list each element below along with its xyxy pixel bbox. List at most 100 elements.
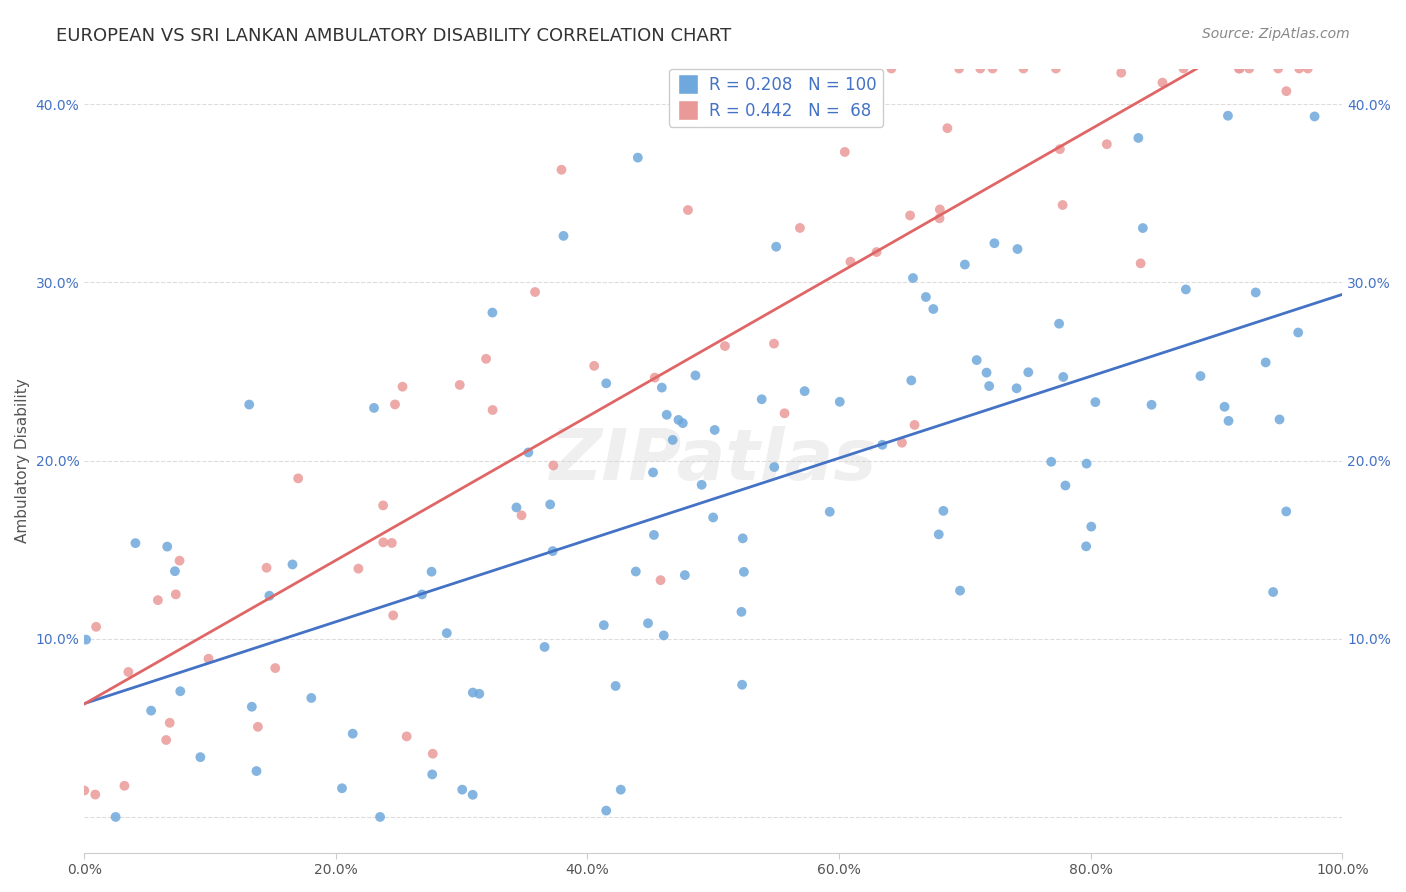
Europeans [668, 413, 690, 427]
Europeans [979, 379, 1001, 393]
Europeans [420, 767, 443, 781]
Sri Lankans [1227, 62, 1250, 76]
Europeans [1213, 400, 1236, 414]
Europeans [1303, 110, 1326, 124]
Sri Lankans [583, 359, 606, 373]
Sri Lankans [936, 121, 959, 136]
Europeans [818, 505, 841, 519]
Sri Lankans [1229, 62, 1251, 76]
Europeans [605, 679, 627, 693]
Europeans [661, 433, 683, 447]
Europeans [652, 628, 675, 642]
Europeans [420, 565, 443, 579]
Europeans [169, 684, 191, 698]
Sri Lankans [969, 62, 991, 76]
Europeans [1017, 365, 1039, 379]
Sri Lankans [197, 652, 219, 666]
Europeans [368, 810, 391, 824]
Sri Lankans [391, 380, 413, 394]
Sri Lankans [395, 730, 418, 744]
Europeans [901, 271, 924, 285]
Europeans [624, 565, 647, 579]
Europeans [1080, 519, 1102, 533]
Europeans [104, 810, 127, 824]
Europeans [915, 290, 938, 304]
Europeans [342, 726, 364, 740]
Europeans [461, 685, 484, 699]
Sri Lankans [256, 561, 278, 575]
Sri Lankans [347, 562, 370, 576]
Europeans [828, 394, 851, 409]
Europeans [641, 466, 664, 480]
Europeans [1254, 355, 1277, 369]
Europeans [922, 301, 945, 316]
Sri Lankans [676, 202, 699, 217]
Sri Lankans [524, 285, 547, 299]
Europeans [541, 544, 564, 558]
Sri Lankans [449, 378, 471, 392]
Europeans [793, 384, 815, 398]
Sri Lankans [1237, 62, 1260, 76]
Europeans [730, 605, 752, 619]
Europeans [733, 565, 755, 579]
Europeans [238, 398, 260, 412]
Sri Lankans [948, 62, 970, 76]
Sri Lankans [981, 62, 1004, 76]
Europeans [1074, 540, 1097, 554]
Europeans [1275, 504, 1298, 518]
Text: ZIPatlas: ZIPatlas [550, 426, 877, 495]
Sri Lankans [789, 221, 811, 235]
Europeans [75, 632, 97, 647]
Europeans [259, 589, 281, 603]
Sri Lankans [650, 573, 672, 587]
Sri Lankans [73, 783, 96, 797]
Europeans [1132, 221, 1154, 235]
Sri Lankans [159, 715, 181, 730]
Europeans [240, 699, 263, 714]
Europeans [1174, 282, 1197, 296]
Sri Lankans [246, 720, 269, 734]
Sri Lankans [839, 254, 862, 268]
Europeans [190, 750, 212, 764]
Europeans [538, 498, 561, 512]
Europeans [595, 376, 617, 391]
Europeans [363, 401, 385, 415]
Sri Lankans [928, 211, 950, 226]
Europeans [1052, 370, 1074, 384]
Europeans [763, 460, 786, 475]
Europeans [436, 626, 458, 640]
Europeans [1216, 109, 1239, 123]
Sri Lankans [264, 661, 287, 675]
Europeans [702, 510, 724, 524]
Sri Lankans [475, 351, 498, 366]
Legend: R = 0.208   N = 100, R = 0.442   N =  68: R = 0.208 N = 100, R = 0.442 N = 68 [669, 69, 883, 127]
Sri Lankans [371, 499, 394, 513]
Europeans [281, 558, 304, 572]
Europeans [1047, 317, 1070, 331]
Sri Lankans [84, 620, 107, 634]
Sri Lankans [762, 336, 785, 351]
Europeans [163, 564, 186, 578]
Sri Lankans [112, 779, 135, 793]
Europeans [1040, 455, 1063, 469]
Europeans [928, 527, 950, 541]
Europeans [468, 687, 491, 701]
Europeans [610, 782, 633, 797]
Europeans [673, 568, 696, 582]
Europeans [685, 368, 707, 383]
Europeans [1244, 285, 1267, 300]
Europeans [703, 423, 725, 437]
Sri Lankans [903, 417, 925, 432]
Sri Lankans [834, 145, 856, 159]
Y-axis label: Ambulatory Disability: Ambulatory Disability [15, 378, 30, 543]
Europeans [1268, 412, 1291, 426]
Europeans [949, 583, 972, 598]
Sri Lankans [165, 587, 187, 601]
Text: EUROPEAN VS SRI LANKAN AMBULATORY DISABILITY CORRELATION CHART: EUROPEAN VS SRI LANKAN AMBULATORY DISABI… [56, 27, 731, 45]
Sri Lankans [422, 747, 444, 761]
Sri Lankans [117, 665, 139, 679]
Europeans [299, 690, 322, 705]
Sri Lankans [287, 471, 309, 485]
Sri Lankans [550, 162, 572, 177]
Text: Source: ZipAtlas.com: Source: ZipAtlas.com [1202, 27, 1350, 41]
